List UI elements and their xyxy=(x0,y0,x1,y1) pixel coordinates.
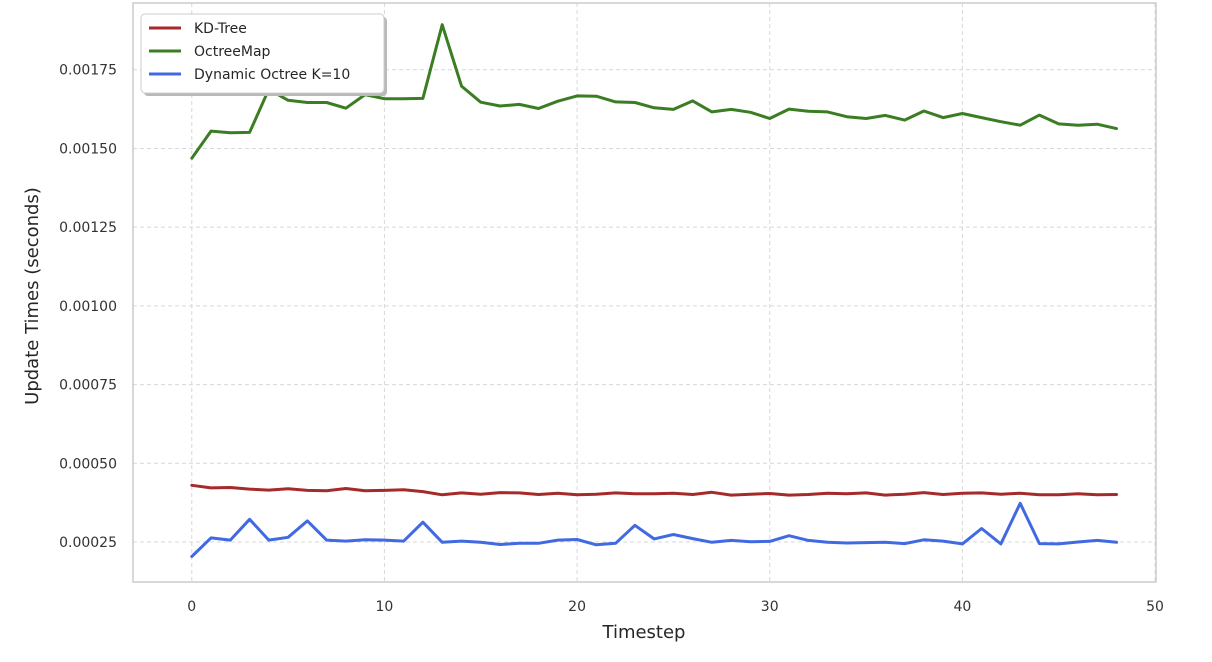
y-axis-ticks: 0.00025 0.00050 0.00075 0.00100 0.00125 0.001… xyxy=(59,63,117,551)
grid xyxy=(133,3,1156,582)
plot-area-frame xyxy=(132,2,1157,583)
legend-box xyxy=(140,13,385,94)
y-tick-label: 0.00100 xyxy=(59,299,117,315)
y-tick-label: 0.00125 xyxy=(59,220,117,236)
x-tick-label: 10 xyxy=(376,599,394,615)
x-tick-label: 0 xyxy=(187,599,196,615)
x-tick-label: 50 xyxy=(1146,599,1164,615)
y-tick-label: 0.00150 xyxy=(59,141,117,157)
y-axis-title: Update Times (seconds) xyxy=(22,187,43,405)
series-line-dynamic-octree-k-10 xyxy=(190,501,1118,558)
x-tick-label: 30 xyxy=(761,599,779,615)
y-tick-label: 0.00025 xyxy=(59,535,117,551)
x-axis-title: Timestep xyxy=(602,622,686,643)
x-tick-label: 40 xyxy=(953,599,971,615)
y-tick-label: 0.00075 xyxy=(59,378,117,394)
legend-entries: KD-Tree OctreeMap Dynamic Octree K=10 xyxy=(149,21,350,83)
legend-label-octreemap: OctreeMap xyxy=(194,44,271,60)
series-line-kd-tree xyxy=(190,483,1118,497)
x-tick-label: 20 xyxy=(568,599,586,615)
series-line-octreemap xyxy=(190,23,1118,160)
y-tick-label: 0.00175 xyxy=(59,63,117,79)
x-axis-ticks: 0 10 20 30 40 50 xyxy=(187,599,1164,615)
legend: KD-Tree OctreeMap Dynamic Octree K=10 xyxy=(140,13,387,96)
legend-label-kd-tree: KD-Tree xyxy=(194,21,247,37)
series-lines xyxy=(190,23,1118,558)
y-tick-label: 0.00050 xyxy=(59,456,117,472)
legend-label-dynamic-octree-k-10: Dynamic Octree K=10 xyxy=(194,67,350,83)
